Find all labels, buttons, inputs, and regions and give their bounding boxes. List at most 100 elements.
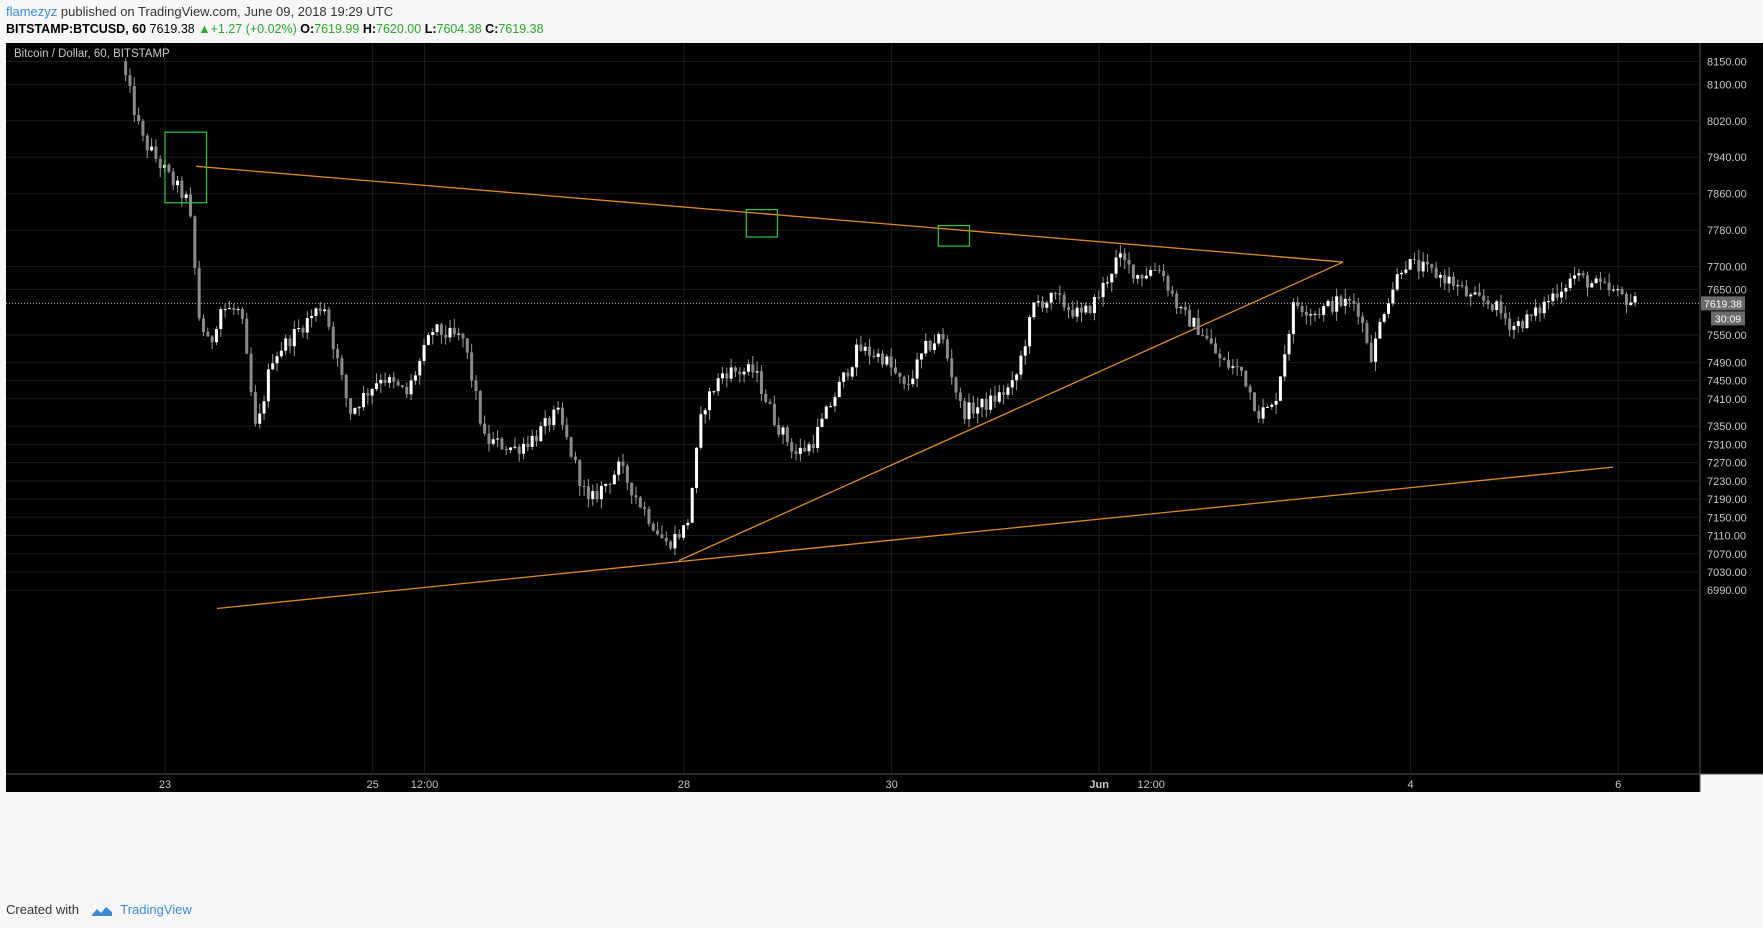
tradingview-link[interactable]: TradingView (120, 902, 192, 917)
highlight-boxes (164, 131, 971, 247)
price-axis-labels: 6990.00 7030.00 7070.00 7110.00 7150.00 7190.… (1707, 57, 1747, 598)
trendline (196, 165, 1344, 263)
candle-body (487, 433, 491, 444)
candle-body (1564, 287, 1568, 292)
price-tick-label: 7860.00 (1707, 189, 1747, 201)
candle-body (366, 392, 370, 396)
candle-body (1287, 333, 1291, 355)
candle-body (1317, 313, 1321, 315)
candle-body (1006, 387, 1010, 395)
candle-body (1482, 295, 1486, 301)
candle-body (824, 406, 828, 419)
candle-body (781, 427, 785, 435)
candle-body (392, 377, 396, 382)
candle-body (530, 435, 534, 447)
candle-body (150, 146, 154, 151)
candle-body (284, 338, 288, 351)
candle-body (474, 380, 478, 392)
chart-legend: Bitcoin / Dollar, 60, BITSTAMP (14, 48, 170, 60)
triangle-up-icon: ▲ (198, 22, 211, 36)
author-link[interactable]: flamezyz (6, 4, 58, 19)
candle-body (1231, 366, 1235, 368)
price-change: +1.27 (+0.02%) (210, 22, 297, 36)
candle-body (803, 447, 807, 452)
candle-body (1391, 289, 1395, 304)
candle-body (413, 375, 417, 381)
candle-body (240, 309, 244, 319)
candle-body (1079, 307, 1083, 313)
candle-body (370, 389, 374, 396)
price-tick-label: 7940.00 (1707, 152, 1747, 164)
candle-body (651, 523, 655, 531)
footer: Created with TradingView (0, 892, 1763, 928)
high-label: H: (362, 22, 377, 36)
time-tick-label: 28 (678, 779, 690, 791)
candle-body (1002, 392, 1006, 395)
last-price: 7619.38 (149, 22, 195, 36)
candle-body (1265, 406, 1269, 408)
current-price-marker: 7619.38 30:09 (6, 296, 1745, 326)
candle-body (219, 309, 223, 329)
candle-body (318, 308, 322, 312)
candle-body (591, 491, 595, 500)
candle-body (569, 437, 573, 457)
low-label: L: (424, 22, 437, 36)
candle-body (1291, 302, 1295, 334)
candle-body (811, 444, 815, 448)
created-with-label: Created with (6, 902, 79, 917)
candle-body (1196, 317, 1200, 335)
candle-body (435, 324, 439, 332)
candle-body (820, 418, 824, 427)
candle-body (1313, 313, 1317, 315)
candle-body (543, 418, 547, 427)
candle-body (314, 308, 318, 317)
candle-body (1348, 298, 1352, 301)
candle-body (1598, 278, 1602, 282)
candle-body (1512, 325, 1516, 330)
candle-body (578, 460, 582, 486)
candle-body (1447, 276, 1451, 284)
candle-body (1162, 270, 1166, 277)
candle-body (171, 171, 175, 186)
candle-body (976, 407, 980, 414)
candle-body (1205, 335, 1209, 339)
candle-body (1183, 307, 1187, 310)
price-tick-label: 7110.00 (1707, 531, 1746, 543)
candle-body (387, 377, 391, 383)
candle-body (850, 367, 854, 377)
time-axis[interactable] (6, 774, 1700, 792)
candle-body (720, 373, 724, 379)
candle-body (141, 120, 145, 136)
price-tick-label: 7310.00 (1707, 439, 1747, 451)
candle-body (625, 465, 629, 483)
price-tick-label: 7150.00 (1707, 512, 1747, 524)
time-tick-label: 12:00 (411, 779, 439, 791)
candle-body (794, 451, 798, 454)
candle-body (1071, 309, 1075, 317)
candle-body (1274, 400, 1278, 405)
candle-body (1041, 301, 1045, 308)
candle-body (154, 146, 158, 159)
price-chart[interactable]: 6990.00 7030.00 7070.00 7110.00 7150.00 7190.… (0, 43, 1763, 892)
candle-body (764, 393, 768, 402)
candle-body (855, 344, 859, 368)
candle-body (491, 439, 495, 444)
candle-body (842, 372, 846, 382)
candle-body (837, 381, 841, 398)
candle-body (253, 392, 257, 424)
plot-area[interactable] (6, 43, 1700, 774)
price-axis[interactable] (1700, 43, 1763, 774)
candle-body (1490, 304, 1494, 311)
candle-body (1374, 338, 1378, 362)
candle-body (1382, 313, 1386, 322)
symbol-label: BITSTAMP:BTCUSD, 60 (6, 22, 147, 36)
candle-body (725, 373, 729, 379)
candle-body (846, 372, 850, 377)
candle-body (206, 331, 210, 337)
candle-body (483, 423, 487, 434)
candle-body (746, 364, 750, 372)
candle-body (176, 180, 180, 186)
candle-body (738, 371, 742, 375)
candle-body (751, 364, 755, 373)
candle-body (189, 194, 193, 217)
